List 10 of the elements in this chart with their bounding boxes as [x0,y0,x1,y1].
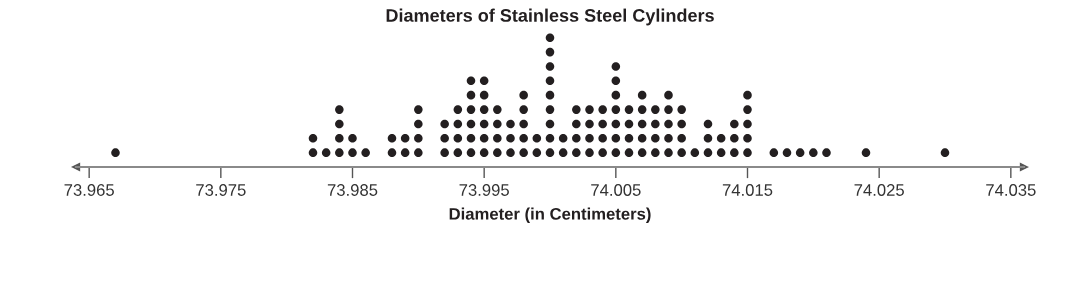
x-tick-label: 74.005 [591,184,641,196]
x-tick-label: 73.985 [327,184,378,196]
x-tick-label: 74.015 [722,184,773,196]
x-tick-label: 74.035 [986,184,1036,196]
x-axis-title: Diameter (in Centimeters) [449,207,651,224]
x-tick-label: 73.975 [196,184,246,196]
chart-title: Diameters of Stainless Steel Cylinders [386,8,714,26]
x-tick-label: 73.965 [64,184,114,196]
x-tick-label: 74.025 [854,184,904,196]
x-tick-label: 73.995 [459,184,509,196]
